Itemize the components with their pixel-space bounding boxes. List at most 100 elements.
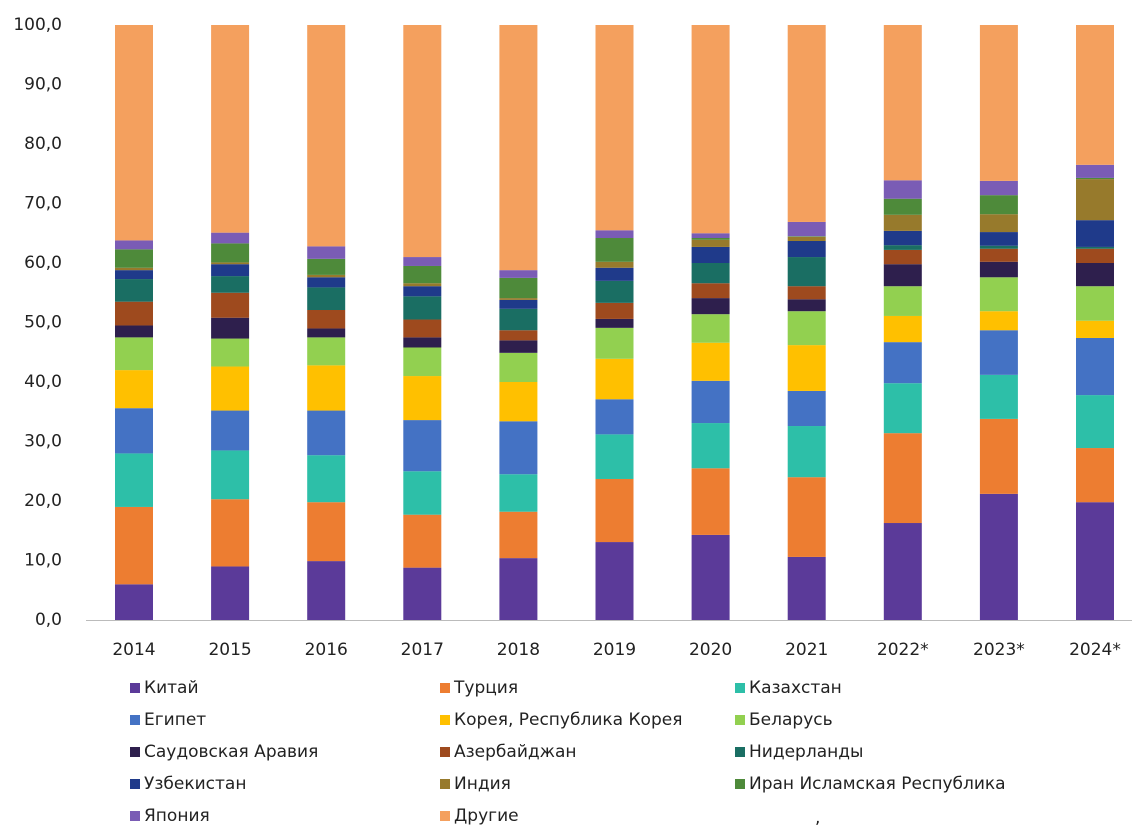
bar-segment: [307, 337, 346, 366]
legend-swatch: [130, 811, 140, 821]
bar-segment: [787, 221, 826, 237]
legend-label: Азербайджан: [454, 742, 576, 762]
bar-segment: [595, 25, 634, 231]
bar-segment: [211, 317, 250, 339]
y-tick-label: 80,0: [24, 134, 62, 154]
bar-segment: [403, 296, 442, 320]
legend-label: Беларусь: [749, 710, 833, 730]
bar-segment: [691, 534, 730, 620]
bar-segment: [211, 243, 250, 263]
legend-swatch: [735, 683, 745, 693]
y-tick-label: 40,0: [24, 372, 62, 392]
legend-label: Турция: [453, 678, 518, 698]
bar-segment: [691, 314, 730, 343]
legend-swatch: [130, 779, 140, 789]
y-tick-label: 30,0: [24, 432, 62, 452]
bar-segment: [883, 523, 922, 620]
bar-segment: [691, 423, 730, 469]
bar-segment: [499, 298, 538, 300]
bar-segment: [499, 25, 538, 271]
bar-segment: [979, 248, 1018, 262]
bar-segment: [595, 238, 634, 262]
bar-segment: [307, 561, 346, 620]
bar-segment: [499, 352, 538, 382]
bar-segment: [787, 240, 826, 258]
bar-segment: [403, 420, 442, 472]
bar-segment: [595, 318, 634, 328]
legend-label: Нидерланды: [749, 742, 863, 762]
y-tick-label: 20,0: [24, 491, 62, 511]
bar-segment: [595, 267, 634, 281]
bar-segment: [403, 376, 442, 421]
bar-segment: [403, 265, 442, 284]
bar-segment: [979, 277, 1018, 312]
bar-segment: [979, 374, 1018, 419]
bar-segment: [115, 370, 153, 409]
bar-segment: [499, 474, 538, 512]
legend-label: Япония: [144, 806, 210, 826]
bar-segment: [1076, 395, 1114, 449]
bar-segment: [691, 283, 730, 299]
bar-segment: [595, 280, 634, 303]
bar-segment: [211, 25, 250, 233]
legend-label: Египет: [144, 710, 206, 730]
bar-segment: [883, 315, 922, 343]
annotation: ,: [815, 808, 820, 828]
bar-segment: [787, 25, 826, 222]
bar-segment: [787, 390, 826, 427]
bar-segment: [499, 511, 538, 559]
bar-segment: [979, 418, 1018, 494]
bar-segment: [499, 270, 538, 278]
bar-segment: [115, 584, 153, 620]
x-tick-label: 2022*: [877, 640, 929, 660]
bar-segment: [1076, 320, 1114, 338]
bar-segment: [1076, 337, 1114, 396]
bar-segment: [1076, 248, 1114, 263]
legend-label: Китай: [144, 678, 199, 698]
legend-label: Саудовская Аравия: [144, 742, 318, 762]
bar-segment: [211, 338, 250, 367]
y-tick-label: 60,0: [24, 253, 62, 273]
bar-segment: [979, 195, 1018, 215]
legend-label: Узбекистан: [144, 774, 246, 794]
legend-swatch: [440, 811, 450, 821]
bar-segment: [115, 506, 153, 585]
legend-swatch: [440, 747, 450, 757]
bar-segment: [307, 25, 346, 247]
bar-segment: [979, 232, 1018, 246]
bar-segment: [979, 214, 1018, 233]
bar-segment: [403, 257, 442, 266]
bar-segment: [595, 478, 634, 543]
legend-swatch: [130, 715, 140, 725]
bar-segment: [883, 198, 922, 215]
legend-label: Иран Исламская Республика: [749, 774, 1006, 794]
bar-segment: [1076, 263, 1114, 287]
bar-segment: [115, 325, 153, 338]
bar-segment: [115, 279, 153, 302]
x-tick-label: 2020: [689, 640, 732, 660]
bar-segment: [307, 274, 346, 278]
bar-segment: [979, 245, 1018, 249]
bar-segment: [691, 342, 730, 381]
bar-segment: [787, 257, 826, 287]
bar-segment: [787, 236, 826, 241]
legend-label: Другие: [454, 806, 519, 826]
bar-segment: [691, 25, 730, 234]
bar-segment: [499, 558, 538, 620]
bar-segment: [115, 453, 153, 507]
x-tick-label: 2014: [112, 640, 155, 660]
bar-segment: [499, 308, 538, 331]
bar-segment: [403, 337, 442, 348]
bar-segment: [211, 366, 250, 411]
bar-segment: [307, 410, 346, 456]
bar-segment: [403, 319, 442, 338]
bar-segment: [787, 311, 826, 346]
bar-segment: [1076, 448, 1114, 503]
x-tick-label: 2017: [401, 640, 444, 660]
bar-segment: [1076, 164, 1114, 178]
bar-segment: [883, 342, 922, 384]
bar-segment: [595, 261, 634, 268]
legend-swatch: [735, 715, 745, 725]
bar-segment: [307, 502, 346, 562]
bar-segment: [883, 264, 922, 287]
